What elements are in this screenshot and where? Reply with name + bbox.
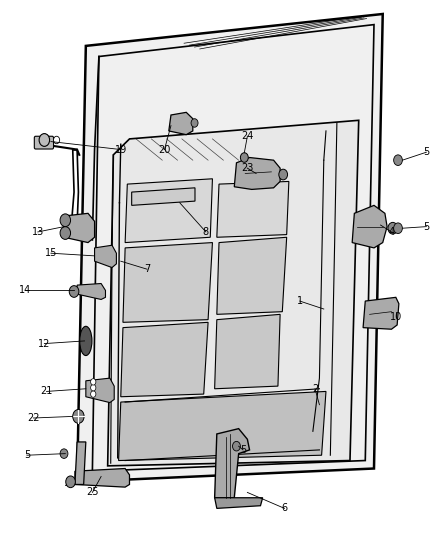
Circle shape: [233, 441, 240, 451]
Text: 2: 2: [312, 384, 318, 394]
Text: 14: 14: [18, 286, 31, 295]
Polygon shape: [215, 498, 263, 508]
Circle shape: [91, 384, 96, 391]
Text: 25: 25: [86, 488, 99, 497]
Circle shape: [60, 449, 68, 458]
Text: 1: 1: [297, 296, 303, 306]
Text: 5: 5: [423, 147, 430, 157]
Text: 12: 12: [38, 338, 50, 349]
Ellipse shape: [80, 326, 92, 356]
Text: 5: 5: [423, 222, 430, 232]
Polygon shape: [121, 322, 208, 397]
Text: 15: 15: [45, 248, 57, 258]
Text: 5: 5: [24, 450, 30, 460]
Polygon shape: [352, 205, 387, 248]
Polygon shape: [86, 378, 114, 402]
Circle shape: [91, 391, 96, 397]
Circle shape: [388, 222, 398, 234]
Polygon shape: [77, 284, 106, 300]
Circle shape: [394, 155, 403, 165]
Text: 24: 24: [241, 131, 254, 141]
Circle shape: [394, 223, 403, 233]
Polygon shape: [108, 120, 359, 466]
Polygon shape: [215, 314, 280, 389]
Circle shape: [279, 169, 288, 180]
Circle shape: [60, 227, 71, 239]
Circle shape: [240, 153, 248, 163]
Polygon shape: [217, 181, 289, 237]
Polygon shape: [77, 14, 383, 482]
Text: 5: 5: [240, 445, 246, 455]
Circle shape: [60, 214, 71, 227]
Text: 13: 13: [32, 227, 44, 237]
Text: 10: 10: [390, 312, 402, 322]
Polygon shape: [169, 112, 193, 135]
Circle shape: [191, 119, 198, 127]
Text: 7: 7: [144, 264, 150, 274]
Polygon shape: [234, 158, 280, 189]
Text: 20: 20: [158, 144, 171, 155]
Circle shape: [69, 286, 79, 297]
Polygon shape: [75, 442, 86, 484]
Polygon shape: [217, 237, 287, 314]
Polygon shape: [119, 391, 326, 461]
FancyBboxPatch shape: [34, 136, 53, 149]
Polygon shape: [363, 297, 399, 329]
Polygon shape: [123, 243, 212, 322]
Text: 6: 6: [282, 503, 288, 513]
Polygon shape: [75, 469, 130, 487]
Circle shape: [39, 134, 49, 147]
Text: 23: 23: [241, 163, 254, 173]
Text: 4: 4: [389, 227, 395, 237]
Polygon shape: [132, 188, 195, 205]
Circle shape: [53, 136, 60, 144]
Text: 19: 19: [115, 144, 127, 155]
Text: 22: 22: [27, 413, 40, 423]
Polygon shape: [95, 245, 117, 268]
Text: 21: 21: [40, 386, 53, 397]
Circle shape: [73, 409, 84, 423]
Polygon shape: [125, 179, 212, 243]
Polygon shape: [64, 213, 95, 243]
Circle shape: [91, 378, 96, 385]
Circle shape: [66, 476, 75, 488]
Polygon shape: [215, 429, 250, 498]
Text: 8: 8: [203, 227, 209, 237]
